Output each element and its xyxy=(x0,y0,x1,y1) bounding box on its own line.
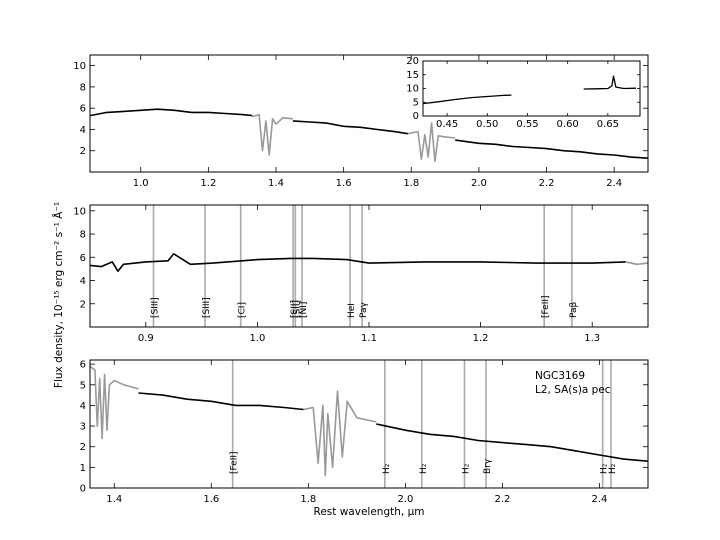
y-tick-label: 10 xyxy=(73,206,86,217)
x-tick-label: 0.50 xyxy=(476,119,498,130)
x-tick-label: 2.2 xyxy=(539,178,555,189)
panel3-series-telluric xyxy=(89,365,139,440)
line-label: Paγ xyxy=(359,301,369,318)
panel1-series-spectrum xyxy=(455,139,649,159)
inset-series-spectrum xyxy=(583,75,637,90)
y-tick-label: 2 xyxy=(80,299,86,310)
line-label: [CI] xyxy=(238,302,248,318)
x-tick-label: 0.55 xyxy=(516,119,538,130)
x-tick-label: 1.0 xyxy=(249,333,265,344)
x-tick-label: 1.8 xyxy=(300,494,316,505)
panel1-series-telluric xyxy=(407,122,456,163)
panel2-axes: [SIII][SIII][CI][SII][SII][NI]HeIPaγ[FeI… xyxy=(73,204,649,344)
line-label: H₂ xyxy=(419,463,429,474)
x-tick-label: 2.4 xyxy=(592,494,608,505)
x-tick-label: 0.45 xyxy=(436,119,458,130)
inset-series-spectrum xyxy=(422,94,512,105)
y-tick-label: 8 xyxy=(80,230,86,241)
y-tick-label: 15 xyxy=(406,70,419,81)
line-label: [SIII] xyxy=(151,297,161,318)
x-tick-label: 2.4 xyxy=(606,178,622,189)
line-label: [FeII] xyxy=(541,295,551,318)
line-label: Brγ xyxy=(483,458,493,474)
x-tick-label: 1.8 xyxy=(403,178,419,189)
panel1-frame xyxy=(89,54,649,173)
y-tick-label: 20 xyxy=(406,56,419,67)
y-tick-label: 8 xyxy=(80,82,86,93)
line-label: [NI] xyxy=(299,302,309,318)
x-tick-label: 1.0 xyxy=(133,178,149,189)
panel3-series-spectrum xyxy=(376,423,649,462)
x-tick-label: 2.2 xyxy=(494,494,510,505)
x-tick-label: 1.4 xyxy=(106,494,122,505)
panel1-series-spectrum xyxy=(89,108,253,117)
y-tick-label: 6 xyxy=(80,104,86,115)
panel3-series-spectrum xyxy=(138,392,304,411)
x-tick-label: 1.6 xyxy=(336,178,352,189)
line-label: H₂ xyxy=(461,463,471,474)
y-tick-label: 10 xyxy=(406,84,419,95)
x-tick-label: 1.3 xyxy=(584,333,600,344)
panel1-series-spectrum xyxy=(292,120,409,135)
x-tick-label: 1.2 xyxy=(200,178,216,189)
line-label: [SIII] xyxy=(202,297,212,318)
y-tick-label: 5 xyxy=(413,97,419,108)
y-tick-label: 1 xyxy=(80,463,86,474)
line-label: HeI xyxy=(347,303,357,318)
y-tick-label: 2 xyxy=(80,442,86,453)
y-tick-label: 3 xyxy=(80,422,86,433)
classification-annotation: L2, SA(s)a pec xyxy=(535,384,611,396)
y-tick-label: 4 xyxy=(80,276,86,287)
inset-axes: 0.45 0.50 0.55 0.60 0.65 0 5 10 15 20 xyxy=(406,56,641,130)
panel2-series-spectrum xyxy=(89,253,626,273)
x-tick-label: 1.4 xyxy=(268,178,284,189)
x-tick-label: 1.6 xyxy=(203,494,219,505)
y-tick-label: 5 xyxy=(80,380,86,391)
line-label: H₂ xyxy=(608,463,618,474)
panel3-frame xyxy=(89,359,649,489)
x-axis-label: Rest wavelength, μm xyxy=(314,506,425,518)
panel2-series-telluric xyxy=(625,261,649,266)
x-tick-label: 0.65 xyxy=(597,119,619,130)
panel1-series-telluric xyxy=(252,113,293,156)
line-label: H₂ xyxy=(382,463,392,474)
x-tick-label: 2.0 xyxy=(397,494,413,505)
y-tick-label: 6 xyxy=(80,253,86,264)
line-label: Paβ xyxy=(569,301,579,318)
line-label: [SII] xyxy=(292,300,302,318)
line-label: H₂ xyxy=(600,463,610,474)
y-tick-label: 4 xyxy=(80,401,86,412)
x-tick-label: 1.1 xyxy=(361,333,377,344)
x-tick-label: 2.0 xyxy=(471,178,487,189)
y-tick-label: 4 xyxy=(80,125,86,136)
x-tick-label: 0.60 xyxy=(557,119,579,130)
y-tick-label: 6 xyxy=(80,360,86,371)
x-tick-label: 1.2 xyxy=(473,333,489,344)
object-name-annotation: NGC3169 xyxy=(535,370,585,382)
y-tick-label: 0 xyxy=(80,484,86,495)
panel1-axes: 1.0 1.2 1.4 1.6 1.8 2.0 2.2 2.4 2 4 6 8 10 xyxy=(73,54,649,189)
x-tick-label: 0.9 xyxy=(138,333,154,344)
line-label: [FeII] xyxy=(230,451,240,474)
y-tick-label: 0 xyxy=(413,111,419,122)
y-tick-label: 2 xyxy=(80,146,86,157)
panel3-series-telluric xyxy=(303,390,377,477)
y-tick-label: 10 xyxy=(73,61,86,72)
y-axis-label: Flux density, 10⁻¹⁵ erg cm⁻² s⁻¹ Å⁻¹ xyxy=(52,202,65,388)
